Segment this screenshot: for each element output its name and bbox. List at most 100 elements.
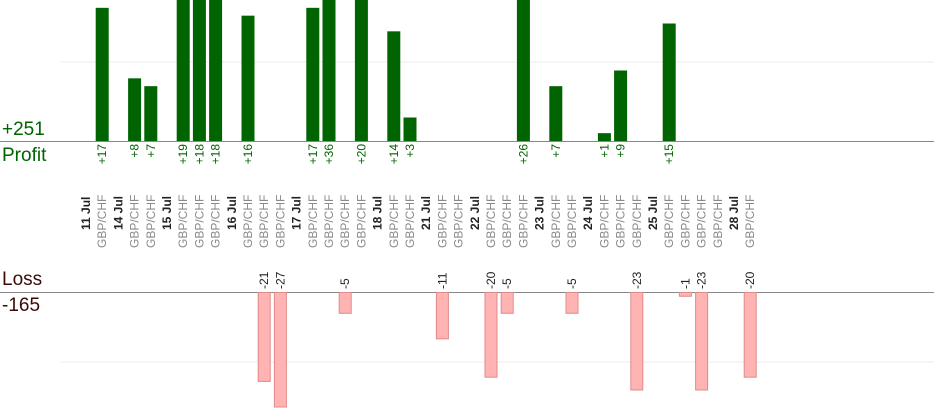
pair-label: GBP/CHF [322, 195, 336, 248]
profit-value-label: +3 [403, 144, 417, 158]
profit-label: Profit [2, 145, 47, 166]
pair-label: GBP/CHF [176, 195, 190, 248]
profit-value-label: +7 [549, 144, 563, 158]
date-label: 25 Jul [646, 196, 660, 230]
loss-value-label: -5 [338, 278, 352, 289]
pair-label: GBP/CHF [565, 195, 579, 248]
pair-label: GBP/CHF [354, 195, 368, 248]
profit-bar [614, 70, 628, 141]
profit-value-label: +1 [597, 144, 611, 158]
pair-label: GBP/CHF [678, 195, 692, 248]
date-label: 16 Jul [225, 196, 239, 230]
loss-value-label: -20 [484, 271, 498, 289]
pair-label: GBP/CHF [403, 195, 417, 248]
pair-label: GBP/CHF [209, 195, 223, 248]
date-label: 11 Jul [79, 197, 93, 230]
profit-value-label: +17 [95, 144, 109, 165]
date-label: 18 Jul [371, 196, 385, 230]
loss-bar [630, 292, 644, 391]
pair-label: GBP/CHF [695, 195, 709, 248]
profit-total: +251 [2, 119, 45, 140]
profit-bar [128, 78, 142, 141]
profit-value-label: +15 [662, 144, 676, 165]
loss-bar [695, 292, 709, 391]
profit-value-label: +9 [614, 144, 628, 158]
loss-bar [257, 292, 271, 382]
profit-bar [354, 0, 368, 141]
profit-value-label: +18 [192, 144, 206, 165]
loss-total: -165 [2, 295, 41, 316]
pair-label: GBP/CHF [743, 195, 757, 248]
pair-label: GBP/CHF [516, 195, 530, 248]
date-label: 24 Jul [581, 196, 595, 230]
loss-bar [273, 292, 287, 408]
profit-bar [549, 86, 563, 141]
profit-value-label: +8 [128, 144, 142, 158]
pair-label: GBP/CHF [387, 195, 401, 248]
pair-label: GBP/CHF [630, 195, 644, 248]
loss-value-label: -1 [678, 278, 692, 289]
profit-bar [322, 0, 336, 141]
profit-bar [516, 0, 530, 141]
profit-bar [387, 31, 401, 141]
pair-label: GBP/CHF [435, 195, 449, 248]
pair-label: GBP/CHF [662, 195, 676, 248]
loss-bar [500, 292, 514, 314]
profit-bar [306, 7, 320, 142]
loss-value-label: -5 [565, 278, 579, 289]
pair-label: GBP/CHF [128, 195, 142, 248]
loss-bar [338, 292, 352, 314]
pair-label: GBP/CHF [549, 195, 563, 248]
date-label: 14 Jul [111, 196, 125, 230]
loss-bar [743, 292, 757, 378]
pair-label: GBP/CHF [452, 195, 466, 248]
loss-bar [565, 292, 579, 314]
date-label: 23 Jul [533, 196, 547, 230]
profit-value-label: +16 [241, 144, 255, 165]
profit-value-label: +14 [387, 144, 401, 165]
loss-value-label: -21 [257, 271, 271, 289]
profit-bar [192, 0, 206, 141]
pair-label: GBP/CHF [273, 195, 287, 248]
loss-bar [435, 292, 449, 340]
profit-value-label: +19 [176, 144, 190, 165]
profit-value-label: +18 [209, 144, 223, 165]
pair-label: GBP/CHF [614, 195, 628, 248]
profit-value-label: +26 [516, 144, 530, 165]
loss-value-label: -5 [500, 278, 514, 289]
loss-bar [484, 292, 498, 378]
pair-label: GBP/CHF [597, 195, 611, 248]
loss-value-label: -27 [273, 271, 287, 289]
date-label: 17 Jul [290, 196, 304, 230]
loss-label: Loss [2, 269, 43, 290]
pair-label: GBP/CHF [711, 195, 725, 248]
pair-label: GBP/CHF [257, 195, 271, 248]
date-label: 21 Jul [419, 196, 433, 230]
profit-bar [176, 0, 190, 141]
pair-label: GBP/CHF [144, 195, 158, 248]
pair-label: GBP/CHF [241, 195, 255, 248]
pair-label: GBP/CHF [95, 195, 109, 248]
profit-bar [403, 117, 417, 141]
profit-value-label: +20 [354, 144, 368, 165]
profit-value-label: +17 [306, 144, 320, 165]
profit-bar [241, 15, 255, 142]
profit-bar [597, 133, 611, 141]
pair-label: GBP/CHF [306, 195, 320, 248]
profit-bar [95, 7, 109, 142]
pair-label: GBP/CHF [500, 195, 514, 248]
loss-value-label: -20 [743, 271, 757, 289]
loss-bar [678, 292, 692, 297]
profit-value-label: +36 [322, 144, 336, 165]
profit-bar [144, 86, 158, 141]
date-label: 28 Jul [727, 196, 741, 230]
date-label: 15 Jul [160, 196, 174, 230]
pair-label: GBP/CHF [338, 195, 352, 248]
profit-bar [662, 23, 676, 141]
date-label: 22 Jul [468, 196, 482, 230]
pair-label: GBP/CHF [192, 195, 206, 248]
loss-value-label: -11 [435, 272, 449, 289]
profit-bar [209, 0, 223, 141]
